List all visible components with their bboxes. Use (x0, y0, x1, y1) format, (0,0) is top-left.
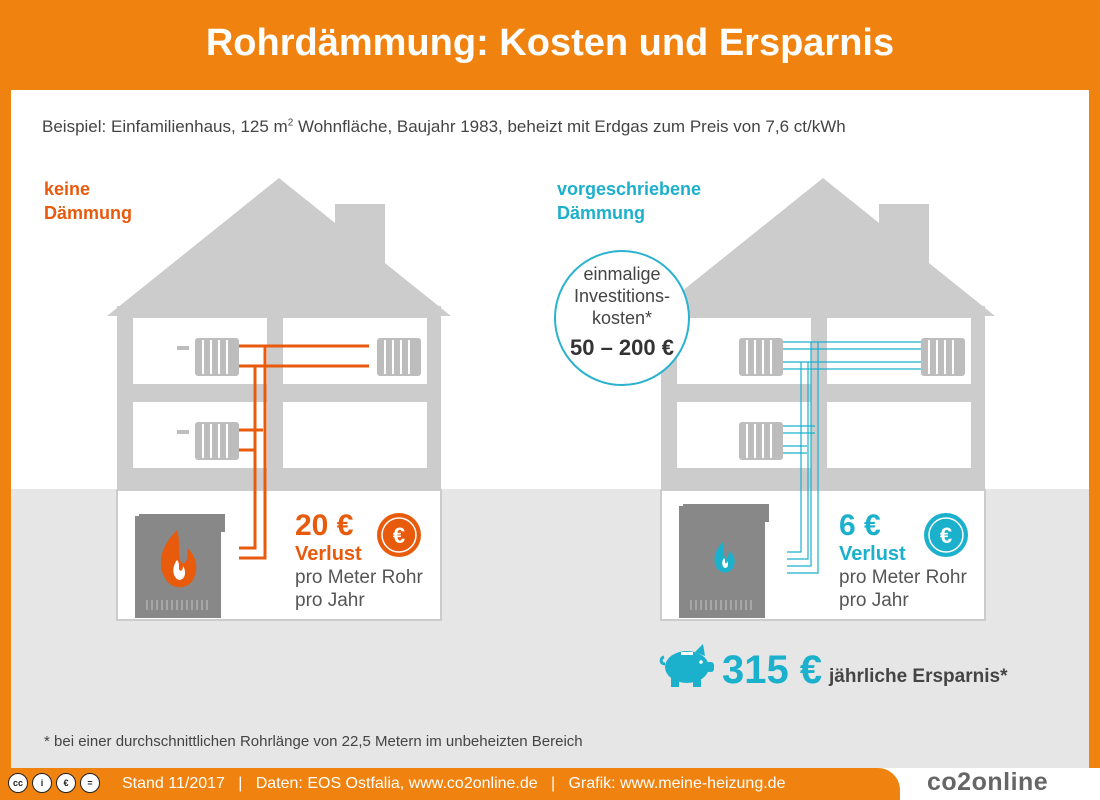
investment-line1: einmalige (583, 264, 661, 284)
loss-per-year: pro Jahr (295, 590, 365, 611)
room-middle-right (283, 402, 427, 468)
svg-text:€: € (393, 523, 405, 548)
label-required-insulation-line1: vorgeschriebene (557, 179, 702, 199)
cc-nd-icon: = (80, 773, 100, 793)
loss-per-year: pro Jahr (839, 590, 909, 611)
footer-credits: Stand 11/2017 | Daten: EOS Ostfalia, www… (122, 775, 786, 792)
pipes-uninsulated (239, 344, 369, 560)
house-insulated (651, 178, 995, 621)
loss-amount: 6 € (839, 509, 881, 542)
svg-text:€: € (940, 523, 952, 548)
loss-label: Verlust (839, 543, 906, 565)
loss-label: Verlust (295, 543, 362, 565)
right-border (1089, 90, 1100, 768)
co2online-logo: co2online (927, 768, 1049, 796)
footnote: * bei einer durchschnittlichen Rohrlänge… (44, 733, 583, 750)
label-no-insulation-line2: Dämmung (44, 203, 133, 223)
subtitle-text-2: Wohnfläche, Baujahr 1983, beheizt mit Er… (293, 117, 846, 136)
flame-icon (714, 542, 735, 573)
chimney (335, 204, 385, 274)
euro-coin-icon: € (377, 513, 421, 557)
investment-amount: 50 – 200 € (570, 335, 674, 360)
cc-by-icon: i (32, 773, 52, 793)
savings-amount: 315 € (722, 648, 823, 692)
radiator-icon (739, 338, 783, 376)
roof (107, 178, 451, 316)
loss-per-meter: pro Meter Rohr (295, 567, 423, 588)
page-title: Rohrdämmung: Kosten und Ersparnis (205, 22, 895, 64)
euro-coin-icon: € (924, 513, 968, 557)
label-no-insulation-line1: keine (44, 179, 91, 199)
cc-icon: cc (8, 773, 28, 793)
savings-label: jährliche Ersparnis* (829, 666, 1008, 687)
flame-icon (160, 530, 197, 588)
chimney (879, 204, 929, 274)
loss-per-meter: pro Meter Rohr (839, 567, 967, 588)
cost-block-insulated: 6 € Verlust pro Meter Rohr pro Jahr (839, 510, 967, 612)
label-required-insulation: vorgeschriebene Dämmung (557, 177, 701, 225)
investment-costs-callout: einmalige Investitions- kosten* 50 – 200… (554, 250, 690, 386)
label-required-insulation-line2: Dämmung (557, 203, 646, 223)
room-middle-right (827, 402, 971, 468)
roof (651, 178, 995, 316)
cc-nc-icon: € (56, 773, 76, 793)
subtitle: Beispiel: Einfamilienhaus, 125 m2 Wohnfl… (42, 117, 846, 137)
content-area: Beispiel: Einfamilienhaus, 125 m2 Wohnfl… (11, 90, 1089, 768)
header-bar: Rohrdämmung: Kosten und Ersparnis (0, 0, 1100, 90)
footer: cc i € = Stand 11/2017 | Daten: EOS Ostf… (0, 768, 1100, 800)
pipes-insulated (783, 341, 921, 574)
piggy-bank-icon (659, 644, 714, 687)
footer-bar (0, 768, 900, 800)
radiator-icon (377, 338, 421, 376)
investment-line3: kosten* (591, 308, 653, 328)
investment-line2: Investitions- (573, 286, 671, 306)
label-no-insulation: keine Dämmung (44, 177, 132, 225)
subtitle-superscript: 2 (287, 117, 294, 129)
left-border (0, 90, 11, 768)
house-uninsulated (107, 178, 451, 621)
cost-block-uninsulated: 20 € Verlust pro Meter Rohr pro Jahr (295, 510, 423, 612)
radiator-icon (921, 338, 965, 376)
radiator-icon (739, 422, 783, 460)
subtitle-text: Beispiel: Einfamilienhaus, 125 m (42, 117, 288, 136)
loss-amount: 20 € (295, 509, 354, 542)
